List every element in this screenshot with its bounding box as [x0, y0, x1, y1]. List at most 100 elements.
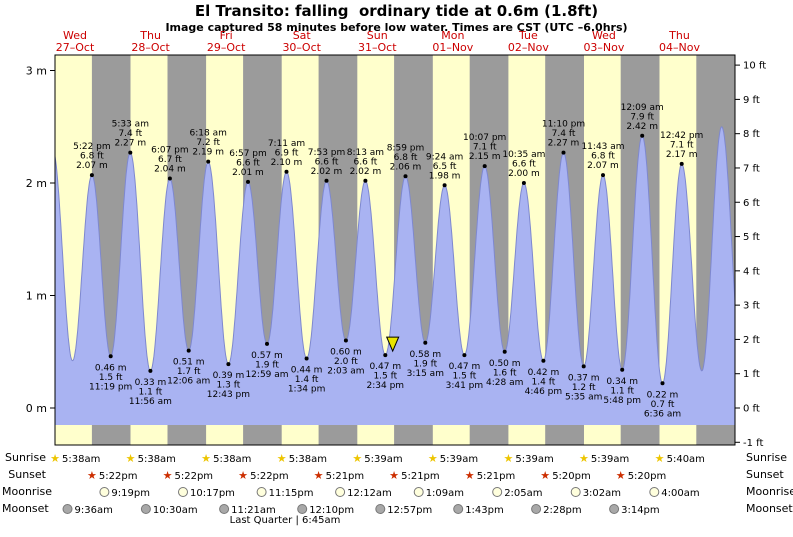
tide-low-annotation: 0.57 m — [251, 351, 283, 361]
tide-low-annotation: 0.33 m — [135, 378, 167, 388]
moonrise-time-label: 2:05am — [504, 488, 542, 499]
tide-low-annotation: 1.3 ft — [217, 381, 241, 391]
tide-high-annotation: 6:18 am — [190, 129, 227, 139]
tide-high-annotation: 7.1 ft — [670, 140, 694, 150]
moonset-time-label: 9:36am — [75, 505, 113, 516]
tide-low-annotation: 0.44 m — [291, 366, 323, 376]
tide-high-annotation: 6.8 ft — [80, 152, 104, 162]
tide-extreme-dot — [128, 150, 133, 155]
day-label-date: 28–Oct — [131, 41, 170, 54]
tide-extreme-dot — [640, 133, 645, 138]
tide-extreme-dot — [521, 181, 526, 185]
moonset-moon-icon — [62, 504, 73, 514]
sunrise-time-label: 5:39am — [591, 454, 629, 465]
tide-high-annotation: 7.4 ft — [552, 129, 576, 139]
tide-high-annotation: 6:57 pm — [229, 149, 267, 159]
sunrise-time-label: 5:39am — [364, 454, 402, 465]
tide-extreme-dot — [89, 173, 94, 178]
sunrise-time-label: 5:39am — [440, 454, 478, 465]
moonset-time-label: 2:28pm — [543, 505, 582, 516]
tide-high-annotation: 5:22 pm — [73, 142, 111, 152]
sunset-time-label: 5:21pm — [401, 471, 440, 482]
sunrise-star-icon: ★ — [277, 452, 287, 465]
tide-extreme-dot — [167, 176, 172, 181]
tide-high-annotation: 6.5 ft — [433, 162, 457, 172]
tide-low-annotation: 0.50 m — [489, 359, 521, 369]
tide-high-annotation: 10:07 pm — [463, 133, 506, 143]
plot-area — [55, 55, 735, 445]
day-label-weekday: Thu — [139, 29, 161, 42]
tide-extreme-dot — [679, 161, 684, 166]
right-axis-label: 7 ft — [743, 163, 760, 174]
tide-extreme-dot — [108, 354, 113, 359]
right-axis-label: 10 ft — [743, 61, 766, 72]
sunset-time-label: 5:20pm — [552, 471, 591, 482]
tide-extreme-dot — [343, 338, 348, 343]
tide-high-annotation: 12:09 am — [621, 103, 664, 113]
tide-low-annotation: 1.4 ft — [532, 377, 556, 387]
day-label-date: 30–Oct — [282, 41, 321, 54]
tide-low-annotation: 0.22 m — [647, 390, 679, 400]
tide-low-annotation: 1.9 ft — [255, 360, 279, 370]
tide-low-annotation: 0.58 m — [409, 350, 441, 360]
tide-high-annotation: 2.01 m — [232, 168, 264, 178]
tide-high-annotation: 7.2 ft — [196, 138, 220, 148]
sunrise-star-icon: ★ — [352, 452, 362, 465]
tide-low-annotation: 3:15 am — [407, 369, 444, 379]
sunset-star-icon: ★ — [163, 469, 173, 482]
sunrise-star-icon: ★ — [126, 452, 136, 465]
tide-low-annotation: 0.42 m — [528, 368, 560, 378]
sunset-star-icon: ★ — [465, 469, 475, 482]
moonrise-row-label-left: Moonrise — [2, 485, 52, 498]
tide-high-annotation: 6.6 ft — [512, 160, 536, 170]
sunset-row-label-left: Sunset — [8, 468, 46, 481]
page-subtitle: Image captured 58 minutes before low wat… — [165, 21, 628, 34]
tide-low-annotation: 0.34 m — [606, 377, 638, 387]
tide-high-annotation: 2.10 m — [271, 158, 303, 168]
left-axis-label: 0 m — [26, 402, 47, 415]
tide-high-annotation: 2.17 m — [666, 150, 698, 160]
day-label-weekday: Sat — [293, 29, 312, 42]
sunrise-time-label: 5:38am — [138, 454, 176, 465]
tide-extreme-dot — [206, 159, 211, 164]
day-label-weekday: Thu — [668, 29, 690, 42]
moonrise-time-label: 9:19pm — [111, 488, 150, 499]
sunrise-star-icon: ★ — [428, 452, 438, 465]
moonset-moon-icon — [609, 504, 620, 514]
right-axis-label: 1 ft — [743, 369, 760, 380]
tide-low-annotation: 2.0 ft — [334, 357, 358, 367]
tide-high-annotation: 2.19 m — [192, 148, 224, 158]
tide-low-annotation: 0.46 m — [95, 363, 127, 373]
sunrise-star-icon: ★ — [50, 452, 60, 465]
tide-extreme-dot — [620, 367, 625, 372]
tide-high-annotation: 7:11 am — [268, 139, 305, 149]
sunset-time-label: 5:22pm — [175, 471, 214, 482]
sunrise-star-icon: ★ — [201, 452, 211, 465]
day-label-weekday: Fri — [220, 29, 233, 42]
tide-low-annotation: 11:56 am — [129, 397, 172, 407]
tide-high-annotation: 6.8 ft — [394, 153, 418, 163]
tide-low-annotation: 0.37 m — [568, 373, 600, 383]
tide-high-annotation: 7.4 ft — [118, 129, 142, 139]
moonset-time-label: 11:21am — [231, 505, 276, 516]
tide-low-annotation: 4:46 pm — [525, 387, 563, 397]
right-axis-label: 6 ft — [743, 198, 760, 209]
sunset-time-label: 5:21pm — [477, 471, 516, 482]
tide-high-annotation: 6.6 ft — [354, 157, 378, 167]
sunset-star-icon: ★ — [314, 469, 324, 482]
day-label-date: 02–Nov — [508, 41, 549, 54]
moonrise-time-label: 4:00am — [661, 488, 699, 499]
tide-extreme-dot — [226, 362, 231, 367]
day-label-date: 27–Oct — [56, 41, 95, 54]
tide-high-annotation: 2.02 m — [311, 167, 343, 177]
moonset-moon-icon — [375, 504, 386, 514]
page-title: El Transito: falling ordinary tide at 0.… — [194, 2, 599, 20]
moonrise-moon-icon — [256, 487, 267, 497]
tide-high-annotation: 8:59 pm — [387, 143, 425, 153]
tide-low-annotation: 5:48 pm — [603, 396, 641, 406]
tide-high-annotation: 6:07 pm — [151, 146, 189, 156]
tide-extreme-dot — [148, 368, 153, 373]
tide-extreme-dot — [363, 178, 368, 183]
tide-low-annotation: 1.5 ft — [373, 372, 397, 382]
tide-extreme-dot — [383, 353, 388, 358]
